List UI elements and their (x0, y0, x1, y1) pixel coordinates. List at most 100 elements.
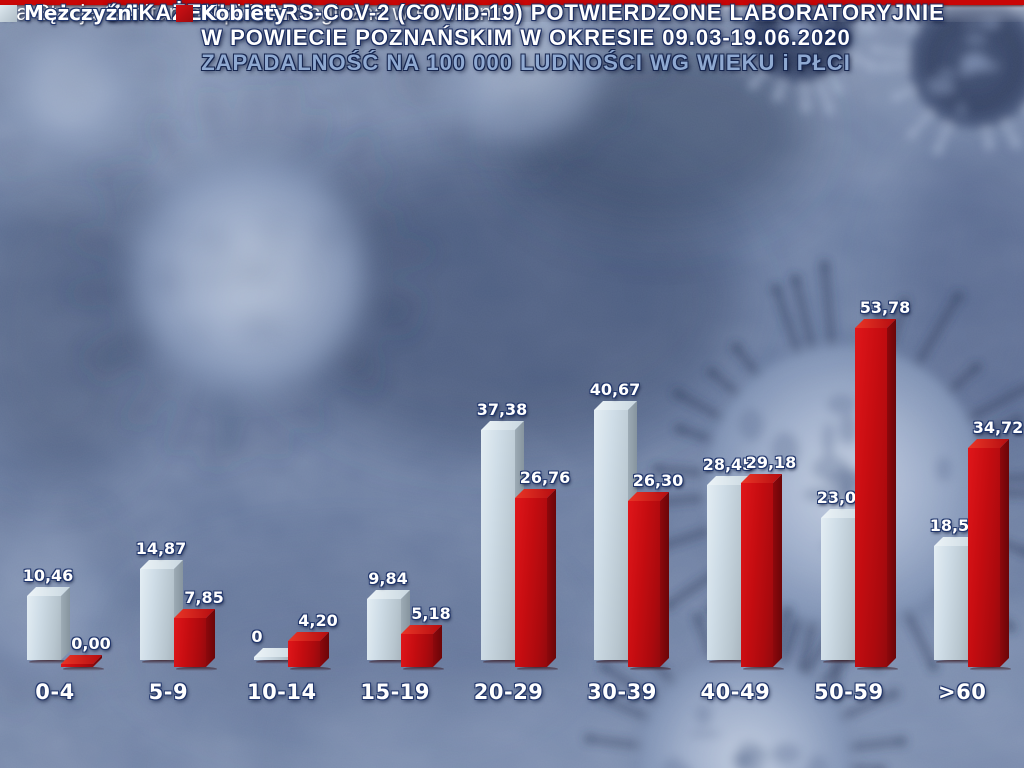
bar-shadow-men-0-4 (29, 660, 72, 664)
value-label-women-15-19: 5,18 (411, 604, 451, 623)
value-label-men-10-14: 0 (251, 627, 263, 646)
bar-front-women-30-39 (628, 501, 660, 667)
bar-top-women-5-9 (174, 609, 215, 618)
legend-swatch-women (176, 4, 194, 22)
value-label-men-50-59: 23,01 (816, 488, 868, 507)
bar-side-women-10-14 (320, 632, 329, 667)
bar-top-women-20-29 (515, 489, 556, 498)
bar-shadow-women-20-29 (517, 667, 558, 671)
category-label-0-4: 0-4 (35, 680, 75, 704)
bar-front-men->60 (934, 546, 968, 660)
bar-shadow-men-20-29 (483, 660, 526, 664)
bar-front-men-40-49 (707, 485, 741, 660)
chart-title-line2: W POWIECIE POZNAŃSKIM W OKRESIE 09.03-19… (201, 25, 851, 50)
category-label-10-14: 10-14 (246, 680, 317, 704)
value-label-women-30-39: 26,30 (632, 471, 684, 490)
value-label-women-50-59: 53,78 (859, 298, 911, 317)
bar-side-women-20-29 (547, 489, 556, 667)
bar-top-men-0-4 (27, 587, 70, 596)
category-label-15-19: 15-19 (360, 680, 431, 704)
bar-shadow-men-40-49 (709, 660, 752, 664)
bar-front-women-50-59 (855, 328, 887, 667)
value-label-men-20-29: 37,38 (476, 400, 528, 419)
chart-legend: Mężczyźni Kobiety (0, 0, 325, 26)
bar-shadow-men-5-9 (142, 660, 185, 664)
value-label-men-15-19: 9,84 (368, 569, 408, 588)
bar-shadow-women-15-19 (403, 667, 444, 671)
bar-top-women-50-59 (855, 319, 896, 328)
value-label-women-5-9: 7,85 (184, 588, 224, 607)
bar-shadow-men-15-19 (369, 660, 412, 664)
bar-front-men-5-9 (140, 569, 174, 660)
category-label-5-9: 5-9 (148, 680, 189, 704)
bar-side-women-15-19 (433, 625, 442, 667)
category-label->60: >60 (938, 680, 987, 704)
bar-shadow-women-5-9 (176, 667, 217, 671)
bar-side-men-15-19 (401, 590, 410, 660)
value-label-women-10-14: 4,20 (298, 611, 338, 630)
bar-front-men-15-19 (367, 599, 401, 660)
bar-side-women-50-59 (887, 319, 896, 667)
value-label-men-30-39: 40,67 (589, 380, 641, 399)
bar-shadow-men-10-14 (256, 660, 299, 664)
bar-top-men-40-49 (707, 476, 750, 485)
bar-front-women-10-14 (288, 641, 320, 667)
bar-front-women-5-9 (174, 618, 206, 667)
bar-side-women->60 (1000, 439, 1009, 667)
value-label-women-40-49: 29,18 (745, 453, 797, 472)
bar-shadow-women-40-49 (743, 667, 784, 671)
bar-shadow-women-30-39 (630, 667, 671, 671)
bar-front-men-0-4 (27, 596, 61, 660)
bar-front-men-10-14 (254, 657, 288, 660)
bar-top-women-10-14 (288, 632, 329, 641)
value-label-women->60: 34,72 (972, 418, 1024, 437)
category-label-20-29: 20-29 (473, 680, 544, 704)
organization-name: wa Stacja Sanitarno-Epidemiologiczna w P… (0, 0, 510, 25)
bar-front-men-50-59 (821, 518, 855, 660)
category-label-30-39: 30-39 (587, 680, 657, 704)
bar-top-men-20-29 (481, 421, 524, 430)
bar-front-men-20-29 (481, 430, 515, 660)
value-label-men->60: 18,59 (929, 516, 981, 535)
bar-top-men->60 (934, 537, 977, 546)
bar-shadow-women->60 (970, 667, 1011, 671)
category-label-40-49: 40-49 (700, 680, 771, 704)
bottom-red-line (0, 0, 1024, 5)
chart-title-block: ZAKAŻENIA SARS-CoV-2 (COVID-19) POTWIERD… (0, 0, 1024, 76)
bar-shadow-men->60 (936, 660, 979, 664)
bar-front-women-15-19 (401, 634, 433, 667)
bar-top-men-15-19 (367, 590, 410, 599)
bar-side-women-5-9 (206, 609, 215, 667)
value-label-women-20-29: 26,76 (519, 468, 571, 487)
bar-top-women->60 (968, 439, 1009, 448)
legend-swatch-men (0, 4, 17, 22)
category-label-50-59: 50-59 (813, 680, 884, 704)
bar-top-men-30-39 (594, 401, 637, 410)
bar-side-women-30-39 (660, 492, 669, 667)
value-label-men-5-9: 14,87 (135, 539, 187, 558)
chart-subtitle: ZAPADALNOŚĆ NA 100 000 LUDNOŚCI WG WIEKU… (201, 50, 851, 75)
bar-top-men-5-9 (140, 560, 183, 569)
bar-side-men-5-9 (174, 560, 183, 660)
value-label-men-40-49: 28,45 (702, 455, 754, 474)
bar-front-women-20-29 (515, 498, 547, 667)
value-label-men-0-4: 10,46 (22, 566, 74, 585)
bar-top-men-50-59 (821, 509, 864, 518)
bar-shadow-women-10-14 (290, 667, 331, 671)
bottom-divider-band (0, 0, 1024, 22)
bar-front-men-30-39 (594, 410, 628, 660)
bar-side-men-0-4 (61, 587, 70, 660)
bar-front-women-0-4 (61, 664, 93, 667)
bar-side-women-0-4 (93, 655, 102, 667)
bar-front-women->60 (968, 448, 1000, 667)
bar-shadow-women-0-4 (63, 667, 104, 671)
bar-shadow-men-50-59 (823, 660, 866, 664)
bar-top-women-40-49 (741, 474, 782, 483)
bar-front-women-40-49 (741, 483, 773, 667)
bar-side-women-40-49 (773, 474, 782, 667)
legend-label-men: Mężczyźni (24, 1, 139, 25)
bar-top-women-15-19 (401, 625, 442, 634)
bar-shadow-women-50-59 (857, 667, 898, 671)
